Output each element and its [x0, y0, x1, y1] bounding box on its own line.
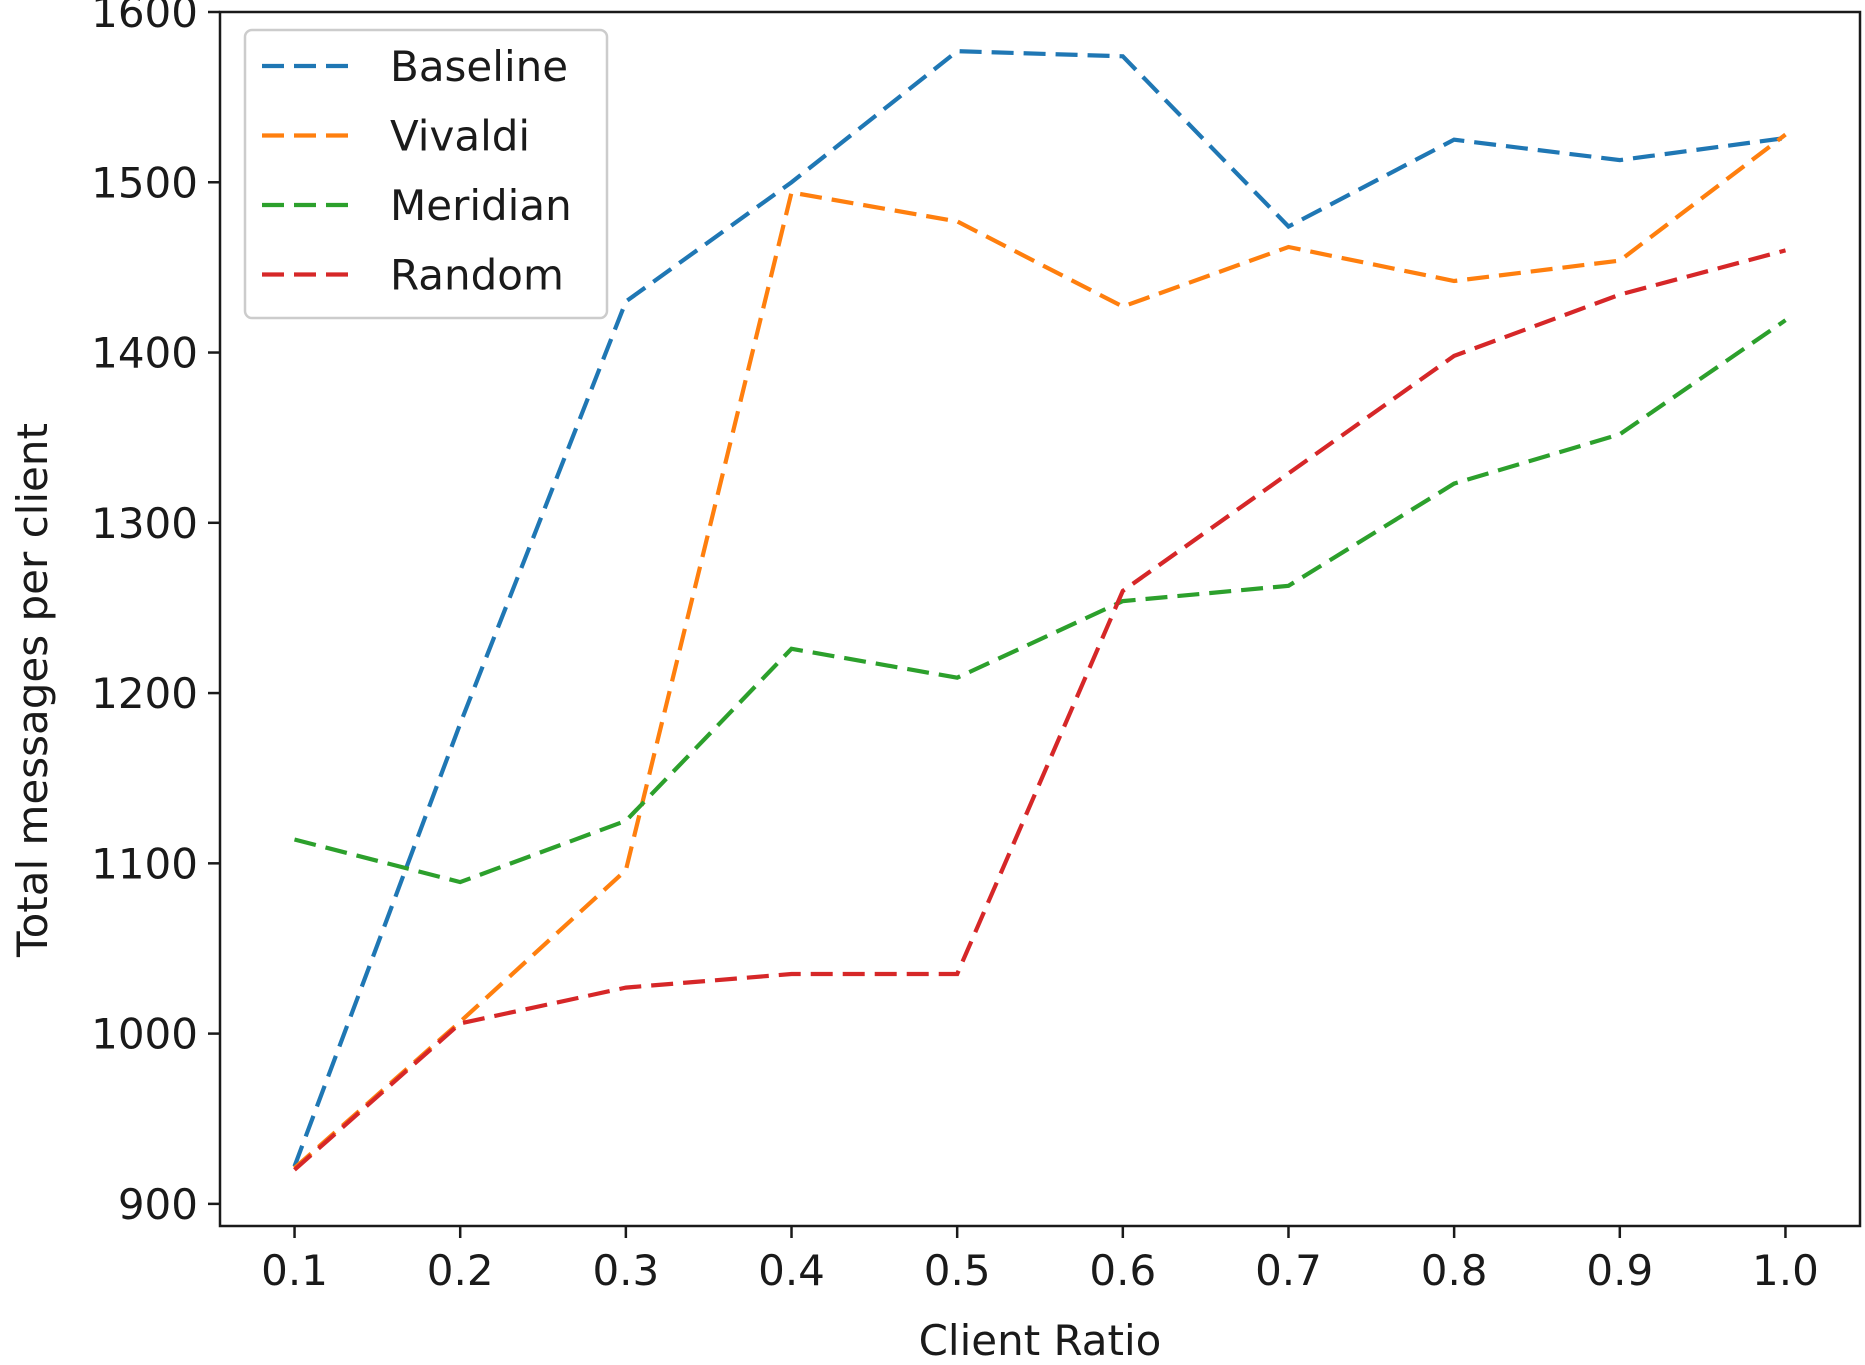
legend-items: Baseline Vivaldi Meridian Random [262, 42, 572, 300]
y-tick-label: 1500 [91, 158, 198, 207]
legend: Baseline Vivaldi Meridian Random [243, 28, 609, 320]
y-tick-label: 900 [118, 1180, 198, 1229]
y-tick-label: 1400 [91, 329, 198, 378]
x-tick-label: 0.3 [592, 1246, 659, 1295]
x-tick-label: 0.5 [924, 1246, 991, 1295]
x-tick-label: 0.8 [1421, 1246, 1488, 1295]
y-tick-label: 1600 [91, 0, 198, 37]
series-lines [292, 49, 1787, 1172]
series-line-meridian [293, 318, 1787, 885]
y-tick-label: 1000 [91, 1010, 198, 1059]
x-tick-label: 0.2 [427, 1246, 494, 1295]
y-tick-label: 1200 [91, 669, 198, 718]
y-axis-ticks: 900 1000 1100 1200 1300 1400 1500 1600 [91, 0, 220, 1229]
series-line-vivaldi [293, 132, 1787, 1170]
y-tick-label: 1100 [91, 839, 198, 888]
legend-label-meridian: Meridian [390, 181, 572, 230]
x-tick-label: 0.9 [1586, 1246, 1653, 1295]
series-line-random [293, 248, 1787, 1172]
y-axis-label: Total messages per client [8, 423, 57, 958]
legend-frame [243, 28, 609, 320]
y-tick-label: 1300 [91, 499, 198, 548]
x-tick-label: 0.4 [758, 1246, 825, 1295]
plot-frame [218, 10, 1862, 1228]
x-tick-label: 0.7 [1255, 1246, 1322, 1295]
legend-label-random: Random [390, 251, 564, 300]
x-tick-label: 0.1 [261, 1246, 328, 1295]
series-line-baseline [292, 49, 1786, 1168]
x-axis-label: Client Ratio [919, 1316, 1162, 1365]
legend-label-baseline: Baseline [390, 42, 568, 91]
legend-label-vivaldi: Vivaldi [390, 112, 530, 161]
x-tick-label: 0.6 [1089, 1246, 1156, 1295]
x-axis-ticks: 0.1 0.2 0.3 0.4 0.5 0.6 0.7 0.8 0.9 1.0 [261, 1226, 1819, 1295]
x-tick-label: 1.0 [1752, 1246, 1819, 1295]
